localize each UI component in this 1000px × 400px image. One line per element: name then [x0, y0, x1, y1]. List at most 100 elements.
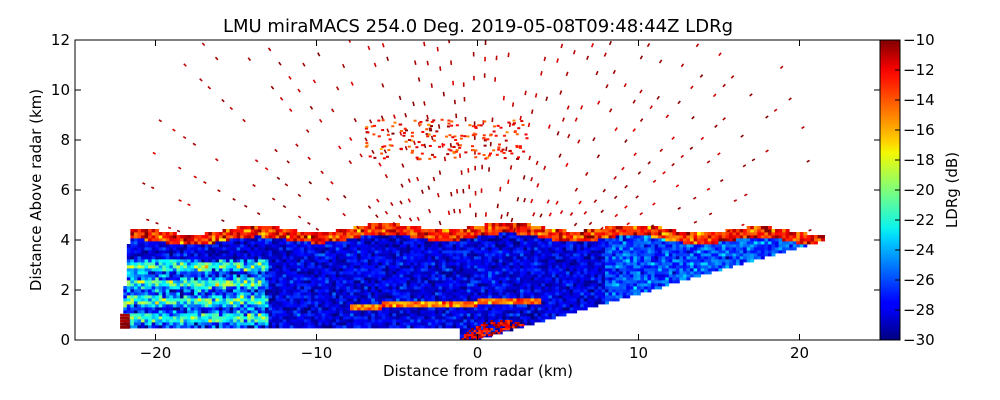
- ldr-cell: [307, 244, 312, 248]
- ldr-cell: [686, 253, 691, 257]
- ldr-cell: [296, 253, 301, 257]
- ldr-cell: [272, 232, 276, 236]
- ldr-cell: [520, 238, 524, 242]
- ldr-cell: [583, 253, 588, 257]
- ldr-cell: [133, 289, 138, 293]
- ldr-cell: [226, 268, 230, 272]
- ldr-cell: [651, 238, 655, 242]
- ldr-cell: [654, 226, 659, 230]
- ldr-cell: [427, 256, 432, 260]
- ldr-cell: [658, 232, 663, 236]
- ldr-cell: [126, 304, 131, 308]
- ldr-cell: [541, 250, 546, 254]
- ldr-cell: [176, 322, 181, 326]
- ldr-cell: [417, 268, 422, 272]
- ldr-cell: [197, 301, 202, 305]
- ldr-cell: [399, 325, 404, 329]
- ldr-cell: [612, 298, 617, 302]
- ldr-cell: [548, 247, 553, 251]
- ldr-cell: [300, 280, 305, 284]
- ldr-cell: [481, 244, 485, 248]
- ldr-cell: [690, 232, 694, 236]
- ldr-cell: [325, 316, 330, 320]
- ldr-cell: [424, 265, 429, 269]
- ldr-cell: [385, 286, 390, 290]
- ldr-cell: [349, 256, 354, 260]
- ldr-cell: [530, 274, 535, 278]
- ldr-cell: [445, 319, 450, 323]
- ldr-cell: [367, 295, 372, 299]
- ldr-cell: [130, 286, 135, 290]
- ldr-cell: [452, 232, 457, 236]
- ldr-cell: [597, 268, 602, 272]
- ldr-cell: [643, 235, 648, 239]
- ldr-cell: [590, 292, 595, 296]
- ldr-cell: [427, 313, 432, 317]
- ldr-cell: [403, 256, 408, 260]
- ldr-cell: [222, 241, 227, 245]
- ldr-cell: [417, 277, 422, 281]
- ldr-cell: [523, 223, 528, 227]
- ldr-cell: [229, 301, 234, 305]
- ldr-cell: [403, 274, 408, 278]
- ldr-cell: [505, 301, 510, 305]
- ldr-cell: [520, 274, 524, 278]
- ldr-cell: [661, 247, 666, 251]
- ldr-cell: [431, 232, 436, 236]
- ldr-cell: [172, 274, 177, 278]
- ldr-cell: [392, 301, 397, 305]
- ldr-cell: [399, 259, 404, 263]
- ldr-cell: [176, 274, 181, 278]
- ldr-cell: [385, 244, 390, 248]
- ldr-cell: [569, 262, 574, 266]
- ldr-cell: [243, 292, 248, 296]
- ldr-cell: [449, 283, 454, 287]
- ldr-cell: [597, 286, 602, 290]
- ldr-cell: [144, 274, 149, 278]
- ldr-cell: [527, 268, 532, 272]
- ldr-cell: [236, 304, 241, 308]
- ldr-cell: [484, 319, 489, 323]
- ldr-cell: [303, 250, 308, 254]
- ldr-cell: [155, 271, 160, 275]
- ldr-cell: [247, 238, 252, 242]
- ldr-cell: [481, 277, 485, 281]
- ldr-cell: [502, 289, 507, 293]
- ldr-cell: [321, 316, 326, 320]
- ldr-cell: [176, 283, 181, 287]
- ldr-cell: [321, 295, 326, 299]
- ldr-cell: [339, 286, 344, 290]
- ldr-cell: [456, 262, 461, 266]
- ldr-cell: [498, 238, 503, 242]
- ldr-cell: [293, 274, 298, 278]
- ldr-cell: [399, 277, 404, 281]
- ldr-cell: [264, 274, 269, 278]
- ldr-cell: [442, 259, 447, 263]
- ldr-cell: [442, 241, 447, 245]
- ldr-cell: [190, 253, 195, 257]
- ldr-cell: [141, 253, 145, 257]
- ldr-cell: [562, 301, 567, 305]
- ldr-cell: [512, 238, 517, 242]
- ldr-cell: [293, 259, 298, 263]
- ldr-cell: [321, 304, 326, 308]
- ldr-cell: [229, 289, 234, 293]
- ldr-cell: [580, 247, 585, 251]
- ldr-cell: [226, 295, 230, 299]
- ldr-cell: [583, 247, 588, 251]
- ldr-cell: [629, 274, 634, 278]
- ldr-cell: [360, 280, 365, 284]
- ldr-cell: [204, 253, 209, 257]
- ldr-cell: [133, 298, 138, 302]
- ldr-cell: [254, 247, 259, 251]
- ldr-cell: [473, 295, 478, 299]
- ldr-cell: [682, 259, 687, 263]
- ldr-cell: [438, 304, 443, 308]
- ldr-cell: [385, 235, 390, 239]
- ldr-cell: [346, 238, 351, 242]
- ldr-cell: [413, 295, 418, 299]
- ldr-cell: [668, 271, 673, 275]
- ldr-cell: [640, 232, 645, 236]
- ldr-cell: [675, 250, 680, 254]
- ldr-cell: [420, 271, 425, 275]
